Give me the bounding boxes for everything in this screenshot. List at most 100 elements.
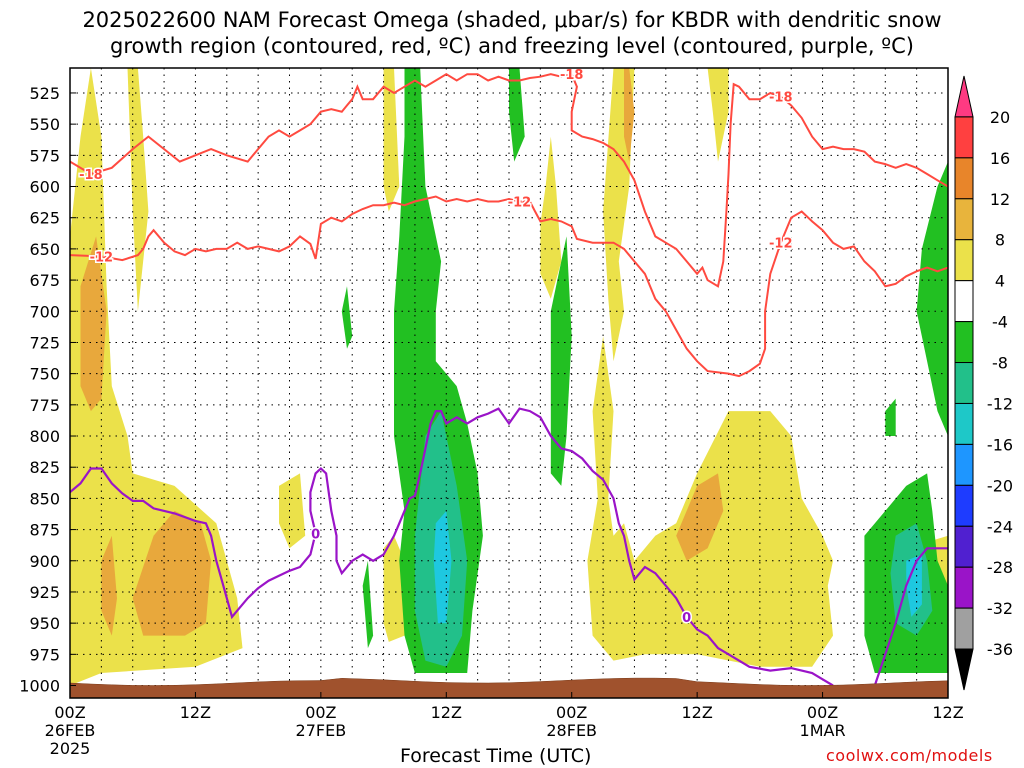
y-tick-label: 600: [29, 178, 60, 197]
dgz-contour-label: -12: [769, 237, 793, 252]
contour-layer: -18 -18 -18 -12 -12 -12 0 0: [70, 68, 948, 687]
x-tick-year: 2025: [50, 739, 91, 758]
dgz-contour-label: -18: [560, 68, 584, 83]
omega-colorbar: 20 16 12 8 4 -4 -8 -12 -16 -20 -24 -28 -32 -36: [954, 75, 1013, 691]
chart-title-line-1: 2025022600 NAM Forecast Omega (shaded, μ…: [82, 8, 942, 32]
omega-orange-area: [80, 236, 107, 412]
x-tick-date: 27FEB: [296, 721, 347, 740]
colorbar-swatch: [954, 607, 974, 650]
omega-orange-area: [624, 68, 635, 162]
y-tick-label: 925: [29, 583, 60, 602]
omega-shading-layer: [70, 68, 948, 698]
y-axis-pressure: 525 550 575 600 625 650 675 700 725 750 775 800 825 8…: [19, 84, 76, 696]
dgz-contour-label: -12: [508, 195, 532, 210]
colorbar-label: -28: [987, 558, 1013, 577]
y-tick-label: 850: [29, 489, 60, 508]
colorbar-swatch: [954, 566, 974, 609]
colorbar-label: 16: [990, 149, 1010, 168]
colorbar-swatch: [954, 280, 974, 323]
x-tick-date: 1MAR: [800, 721, 846, 740]
colorbar-label: -20: [987, 476, 1013, 495]
freezing-level-contour-label: 0: [311, 527, 320, 542]
y-tick-label: 725: [29, 333, 60, 352]
x-tick-label: 00Z: [305, 703, 336, 722]
dgz-contour-label: -18: [79, 168, 103, 183]
dgz-contour-label: -12: [90, 250, 114, 265]
y-tick-label: 575: [29, 146, 60, 165]
colorbar-label: -4: [992, 313, 1008, 332]
y-tick-label: 900: [29, 552, 60, 571]
omega-yellow-area: [540, 136, 562, 299]
x-axis-label: Forecast Time (UTC): [400, 745, 592, 767]
y-tick-label: 800: [29, 427, 60, 446]
colorbar-swatch: [954, 443, 974, 486]
colorbar-label: -12: [987, 394, 1013, 413]
dgz-contour-label: -18: [769, 91, 793, 106]
freezing-level-contour-line: [873, 547, 948, 686]
freezing-level-contour-label: 0: [682, 611, 691, 626]
colorbar-swatch: [954, 157, 974, 200]
colorbar-swatch: [954, 402, 974, 445]
freezing-level-contour-line: [70, 407, 834, 687]
colorbar-top-triangle: [954, 75, 974, 118]
colorbar-label: 4: [995, 272, 1005, 291]
colorbar-bottom-triangle: [954, 648, 974, 691]
plot-frame: [69, 67, 949, 699]
omega-green-area: [341, 286, 353, 349]
colorbar-swatch: [954, 239, 974, 282]
omega-green-area: [550, 236, 572, 486]
x-tick-label: 00Z: [556, 703, 587, 722]
omega-green-area: [362, 560, 374, 649]
x-tick-date: 26FEB: [45, 721, 96, 740]
omega-cyan-area: [433, 510, 452, 624]
colorbar-label: -16: [987, 435, 1013, 454]
colorbar-swatch: [954, 362, 974, 404]
colorbar-label: -36: [987, 640, 1013, 659]
dgz-contour-line: [70, 73, 948, 288]
omega-cyan-area: [906, 554, 922, 617]
omega-green-area: [509, 68, 525, 162]
y-tick-label: 550: [29, 115, 60, 134]
x-tick-date: 28FEB: [546, 721, 597, 740]
y-tick-label: 775: [29, 396, 60, 415]
omega-yellow-area: [383, 68, 400, 212]
y-tick-label: 875: [29, 521, 60, 540]
y-tick-label: 650: [29, 240, 60, 259]
colorbar-label: 20: [990, 108, 1010, 127]
omega-orange-area: [676, 473, 724, 561]
x-tick-label: 12Z: [681, 703, 712, 722]
omega-yellow-area: [383, 535, 405, 642]
colorbar-swatch: [954, 525, 974, 568]
x-tick-label: 12Z: [180, 703, 211, 722]
surface-terrain: [69, 677, 949, 699]
y-tick-label: 675: [29, 271, 60, 290]
colorbar-swatch: [954, 116, 974, 159]
omega-yellow-area: [707, 68, 729, 162]
x-tick-label: 12Z: [431, 703, 462, 722]
y-tick-label: 700: [29, 302, 60, 321]
y-tick-label: 825: [29, 458, 60, 477]
colorbar-label: -8: [992, 354, 1008, 373]
omega-orange-area: [101, 535, 117, 636]
chart-title-line-2: growth region (contoured, red, ºC) and f…: [110, 34, 914, 58]
colorbar-swatch: [954, 484, 974, 527]
dgz-contour-line: [70, 195, 948, 378]
y-tick-label: 625: [29, 209, 60, 228]
site-credit: coolwx.com/models: [826, 746, 993, 765]
colorbar-label: -24: [987, 517, 1013, 536]
colorbar-swatch: [954, 198, 974, 241]
x-tick-label: 12Z: [932, 703, 963, 722]
colorbar-label: 8: [995, 231, 1005, 250]
omega-green-area: [885, 398, 896, 436]
y-tick-label: 975: [29, 645, 60, 664]
omega-yellow-area: [127, 68, 149, 312]
y-tick-label: 525: [29, 84, 60, 103]
omega-orange-area: [132, 510, 212, 636]
x-tick-label: 00Z: [54, 703, 85, 722]
colorbar-swatch: [954, 321, 974, 364]
colorbar-label: -32: [987, 599, 1013, 618]
x-tick-label: 00Z: [807, 703, 838, 722]
y-tick-label: 750: [29, 365, 60, 384]
